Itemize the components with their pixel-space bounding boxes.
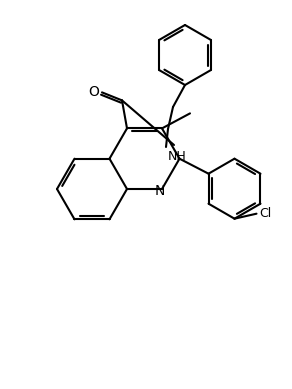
Text: O: O (88, 85, 100, 99)
Text: Cl: Cl (260, 207, 272, 220)
Text: N: N (155, 184, 165, 198)
Text: NH: NH (168, 150, 187, 163)
